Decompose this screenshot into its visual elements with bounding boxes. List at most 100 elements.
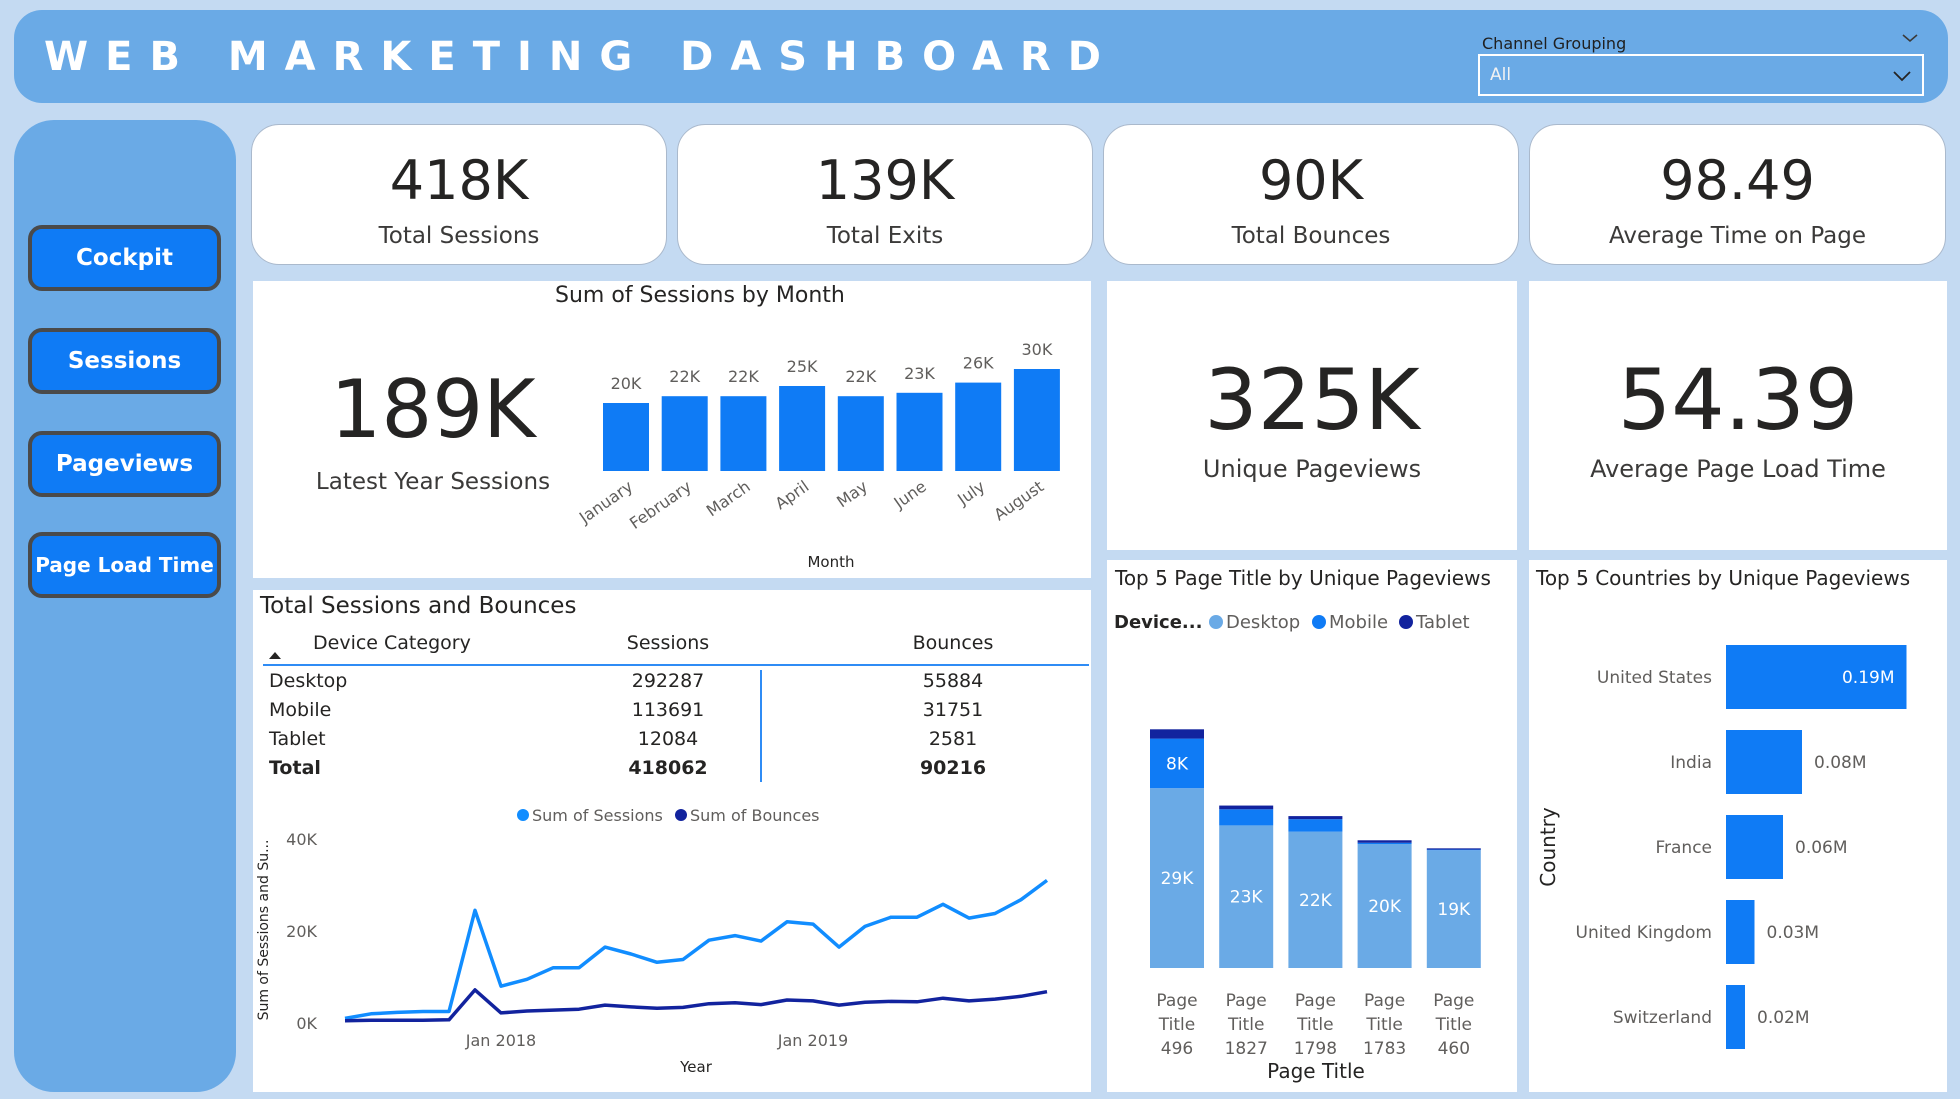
sessions-bounces-line-chart: Sum of Sessions Sum of Bounces 0K 20K 40K Sum… xyxy=(256,806,1049,1076)
kpi-value: 98.49 xyxy=(1660,149,1815,212)
segment-data-label: 20K xyxy=(1368,897,1402,917)
y-tick-label: India xyxy=(1670,753,1712,773)
bar-data-label: 23K xyxy=(904,364,935,383)
pageviews-button[interactable]: Pageviews xyxy=(28,431,221,497)
kpi-label: Total Sessions xyxy=(378,223,540,249)
legend-marker-sessions xyxy=(517,809,529,821)
y-tick-label: 0K xyxy=(296,1014,317,1033)
legend-marker xyxy=(1312,615,1326,629)
channel-grouping-dropdown[interactable]: All xyxy=(1478,54,1924,96)
cell-device: Mobile xyxy=(269,699,332,721)
top-countries-chart: United States 0.19M India 0.08M France 0.06M U… xyxy=(1536,645,1907,1049)
x-tick-label: 1798 xyxy=(1294,1039,1337,1059)
cell-sessions: 12084 xyxy=(637,728,699,750)
stacked-segment xyxy=(1426,849,1481,851)
stacked-segment xyxy=(1426,848,1481,850)
cell-sessions: 113691 xyxy=(631,699,705,721)
y-tick-label: United States xyxy=(1597,668,1712,688)
x-tick-label: Page xyxy=(1364,991,1405,1011)
legend-label: Tablet xyxy=(1415,612,1470,633)
page-load-time-button[interactable]: Page Load Time xyxy=(28,532,221,598)
chevron-down-icon[interactable] xyxy=(1898,26,1922,50)
unique-pageviews-value: 325K xyxy=(1204,351,1420,449)
segment-data-label: 29K xyxy=(1161,869,1195,889)
y-tick-label: 40K xyxy=(286,830,317,849)
sessions-button[interactable]: Sessions xyxy=(28,328,221,394)
kpi-card-average-time-on-page: 98.49 Average Time on Page xyxy=(1529,124,1946,265)
sort-ascending-icon[interactable] xyxy=(269,652,281,659)
bar-data-label: 0.06M xyxy=(1795,838,1848,858)
month-bar xyxy=(779,386,826,471)
chart-title: Top 5 Countries by Unique Pageviews xyxy=(1536,566,1911,590)
legend-label-sessions: Sum of Sessions xyxy=(532,806,663,825)
stacked-segment xyxy=(1288,831,1343,968)
x-tick-label: 496 xyxy=(1161,1039,1193,1059)
column-header-bounces[interactable]: Bounces xyxy=(912,632,994,654)
sessions-line xyxy=(344,878,1049,1021)
dropdown-value: All xyxy=(1490,65,1512,85)
cockpit-button[interactable]: Cockpit xyxy=(28,225,221,291)
kpi-label: Total Exits xyxy=(826,223,944,249)
sessions-by-month-card: Sum of Sessions by Month 189K Latest Yea… xyxy=(253,281,1091,578)
table-header-row: Device Category Sessions Bounces xyxy=(263,626,1089,666)
month-bar xyxy=(896,392,943,471)
cell-sessions: 292287 xyxy=(631,670,705,692)
bar-data-label: 0.19M xyxy=(1842,668,1895,688)
column-header-sessions[interactable]: Sessions xyxy=(626,632,710,654)
x-tick-label: Title xyxy=(1435,1015,1472,1035)
stacked-segment xyxy=(1288,816,1343,820)
sessions-table: Device Category Sessions Bounces Desktop… xyxy=(263,626,1089,782)
stacked-segment xyxy=(1288,819,1343,832)
month-bar xyxy=(661,396,708,471)
stacked-segment xyxy=(1357,840,1412,843)
latest-year-sessions-value: 189K xyxy=(330,363,536,456)
kpi-label: Average Time on Page xyxy=(1609,223,1866,249)
cell-total-label: Total xyxy=(269,757,321,779)
kpi-value: 90K xyxy=(1258,149,1364,212)
kpi-card-total-exits: 139K Total Exits xyxy=(677,124,1093,265)
month-tick-label: June xyxy=(890,477,930,513)
country-bar xyxy=(1726,815,1783,879)
stacked-segment xyxy=(1357,844,1412,968)
month-tick-label: August xyxy=(990,477,1047,525)
kpi-value: 418K xyxy=(389,149,529,212)
y-tick-label: France xyxy=(1655,838,1712,858)
table-total-row: Total 418062 90216 xyxy=(263,753,1089,782)
cell-bounces: 2581 xyxy=(928,728,978,750)
month-bar xyxy=(720,396,767,471)
stacked-segment xyxy=(1219,805,1274,810)
kpi-label: Total Bounces xyxy=(1231,223,1391,249)
table-row[interactable]: Desktop 292287 55884 xyxy=(263,666,1089,695)
legend-marker xyxy=(1209,615,1223,629)
table-row[interactable]: Mobile 113691 31751 xyxy=(263,695,1089,724)
stacked-segment xyxy=(1150,788,1204,968)
bar-data-label: 0.03M xyxy=(1767,923,1820,943)
legend-label-bounces: Sum of Bounces xyxy=(690,806,820,825)
month-tick-label: May xyxy=(833,477,871,512)
x-tick-label: Jan 2019 xyxy=(777,1031,848,1050)
avg-page-load-time-value: 54.39 xyxy=(1617,351,1859,449)
stacked-segment xyxy=(1150,729,1204,739)
table-title: Total Sessions and Bounces xyxy=(260,593,577,619)
kpi-value: 139K xyxy=(815,149,955,212)
bar-data-label: 22K xyxy=(669,367,700,386)
y-axis-title: Sum of Sessions and Su... xyxy=(256,840,272,1021)
sessions-bounces-card: Total Sessions and Bounces Device Catego… xyxy=(253,590,1091,1092)
x-tick-label: Page xyxy=(1156,991,1197,1011)
column-header-device-category[interactable]: Device Category xyxy=(313,632,471,654)
table-row[interactable]: Tablet 12084 2581 xyxy=(263,724,1089,753)
month-tick-label: April xyxy=(772,477,813,514)
x-tick-label: Jan 2018 xyxy=(465,1031,536,1050)
avg-page-load-time-card: 54.39 Average Page Load Time xyxy=(1529,281,1947,550)
y-tick-label: Switzerland xyxy=(1613,1008,1712,1028)
chart-title: Top 5 Page Title by Unique Pageviews xyxy=(1115,566,1491,590)
legend-label: Mobile xyxy=(1329,612,1388,633)
bar-data-label: 26K xyxy=(963,354,994,373)
avg-page-load-time-label: Average Page Load Time xyxy=(1590,455,1886,483)
sessions-by-month-chart: 20KJanuary22KFebruary22KMarch25KApril22K… xyxy=(575,340,1060,571)
month-tick-label: March xyxy=(703,477,754,521)
bar-data-label: 22K xyxy=(845,367,876,386)
stacked-segment xyxy=(1150,738,1204,789)
month-bar xyxy=(955,382,1002,471)
top-page-titles-card: Top 5 Page Title by Unique Pageviews Dev… xyxy=(1107,560,1517,1092)
